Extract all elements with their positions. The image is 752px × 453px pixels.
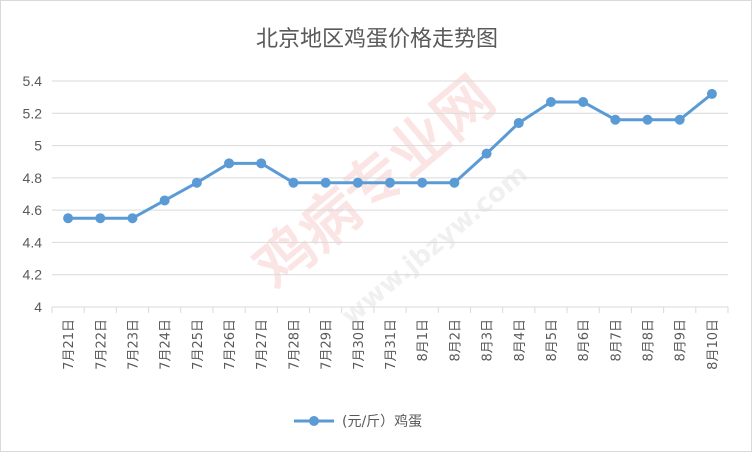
- x-tick-label: 7月27日: [255, 319, 270, 370]
- y-tick-label: 5.2: [23, 105, 43, 121]
- legend: (元/斤）鸡蛋: [294, 413, 422, 430]
- y-tick-label: 4.2: [23, 267, 43, 283]
- data-point: [513, 117, 524, 128]
- x-tick-label: 7月25日: [191, 319, 206, 370]
- data-point: [352, 177, 363, 188]
- data-point: [417, 177, 428, 188]
- x-tick-label: 7月23日: [126, 319, 141, 370]
- legend-label: (元/斤）鸡蛋: [342, 413, 422, 430]
- x-tick-label: 7月31日: [384, 319, 399, 370]
- data-point: [642, 114, 653, 125]
- x-tick-label: 7月24日: [159, 319, 174, 370]
- x-tick-label: 7月21日: [62, 319, 77, 370]
- data-point: [610, 114, 621, 125]
- y-tick-label: 4.8: [23, 170, 43, 186]
- data-point: [127, 213, 138, 224]
- x-tick-label: 8月5日: [545, 319, 560, 362]
- data-point: [385, 177, 395, 188]
- grid: [52, 80, 728, 308]
- legend-marker: [309, 416, 319, 426]
- x-tick-label: 7月30日: [352, 319, 367, 370]
- x-tick-label: 8月9日: [674, 319, 689, 362]
- data-point: [95, 213, 106, 224]
- y-tick-label: 5: [34, 138, 42, 154]
- x-tick-label: 8月4日: [513, 319, 528, 362]
- x-tick-label: 7月29日: [320, 319, 335, 370]
- x-tick-label: 7月28日: [287, 319, 302, 370]
- x-tick-label: 8月8日: [642, 319, 657, 362]
- x-axis: 7月21日 7月22日 7月23日 7月24日 7月25日 7月26日 7月27日 7月28日…: [51, 307, 729, 370]
- y-tick-label: 4.4: [23, 234, 43, 250]
- data-point: [159, 195, 170, 206]
- x-tick-label: 8月2日: [448, 319, 463, 362]
- x-tick-label: 8月10日: [706, 319, 721, 370]
- y-tick-label: 4.6: [23, 202, 43, 218]
- data-point: [191, 177, 202, 188]
- x-tick-label: 8月3日: [481, 319, 496, 362]
- data-point: [63, 213, 74, 224]
- chart-title: 北京地区鸡蛋价格走势图: [256, 27, 498, 52]
- x-tick-label: 8月7日: [609, 319, 624, 362]
- data-point: [545, 96, 556, 107]
- data-point: [256, 158, 267, 169]
- data-point: [288, 177, 299, 188]
- data-point: [224, 158, 235, 169]
- x-tick-label: 8月6日: [577, 319, 592, 362]
- y-tick-label: 4: [34, 299, 42, 315]
- data-point: [481, 148, 492, 159]
- series-layer: [63, 88, 717, 224]
- x-tick-label: 8月1日: [416, 319, 431, 362]
- watermark: 鸡病专业网 www.jbzyw.com: [241, 63, 533, 331]
- data-point: [674, 114, 685, 125]
- data-point: [706, 88, 717, 99]
- y-tick-label: 5.4: [23, 73, 43, 89]
- y-axis: 4 4.2 4.4 4.6 4.8 5 5.2 5.4: [23, 73, 43, 315]
- x-tick-label: 7月26日: [223, 319, 238, 370]
- data-point: [320, 177, 331, 188]
- data-point: [449, 177, 460, 188]
- x-tick-label: 7月22日: [94, 319, 109, 370]
- data-point: [578, 96, 589, 107]
